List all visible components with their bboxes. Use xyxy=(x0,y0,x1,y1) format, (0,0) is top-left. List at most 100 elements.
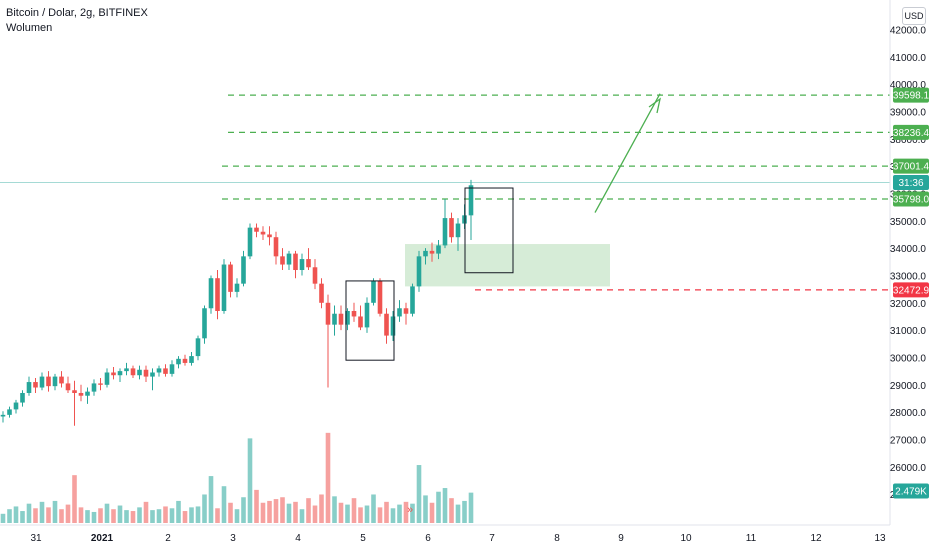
countdown-label-bg xyxy=(893,175,929,191)
volume-bar xyxy=(98,508,103,523)
candle-body xyxy=(39,376,45,388)
accumulation-zone xyxy=(405,244,610,287)
price-tick-label: 42000.0 xyxy=(890,26,927,37)
volume-bar xyxy=(332,496,337,523)
volume-bar xyxy=(338,502,344,523)
candle-body xyxy=(182,358,188,363)
volume-bar xyxy=(215,508,220,523)
candles xyxy=(0,179,474,426)
candle-body xyxy=(410,286,415,314)
candle-body xyxy=(52,376,58,387)
level-price-label-bg xyxy=(893,282,929,298)
volume-value-label-bg xyxy=(893,483,929,499)
candle-body xyxy=(228,264,233,292)
candle-body xyxy=(377,280,383,314)
candle-body xyxy=(104,372,110,385)
volume-bar xyxy=(299,509,305,523)
volume-bar xyxy=(423,495,428,523)
volume-bar xyxy=(228,502,233,523)
time-tick-label: 5 xyxy=(360,533,366,544)
volume-bar xyxy=(189,507,194,523)
candle-body xyxy=(130,368,136,376)
candle-body xyxy=(169,364,175,374)
candle-body xyxy=(111,372,116,376)
symbol-title[interactable]: Bitcoin / Dolar, 2g, BITFINEX xyxy=(6,7,148,19)
annotations[interactable]: » xyxy=(345,93,661,516)
candle-body xyxy=(26,382,32,393)
volume-bar xyxy=(52,500,58,523)
volume-bar xyxy=(163,506,168,523)
volume-bar xyxy=(397,504,402,523)
currency-button[interactable]: USD xyxy=(902,7,926,25)
volume-bar xyxy=(325,432,331,523)
time-tick-label: 12 xyxy=(810,533,822,544)
candle-body xyxy=(267,234,272,238)
candle-body xyxy=(59,376,64,384)
price-tick-label: 29000.0 xyxy=(890,381,927,392)
zone-layer xyxy=(405,244,610,287)
volume-bar xyxy=(364,505,370,523)
time-tick-label: 13 xyxy=(874,533,886,544)
level-price-label-bg xyxy=(893,124,929,140)
event-marker-icon: » xyxy=(407,504,413,516)
candle-body xyxy=(215,278,220,311)
candle-body xyxy=(189,356,194,363)
candle-body xyxy=(13,402,19,410)
candle-body xyxy=(137,369,142,376)
candle-body xyxy=(371,280,376,303)
level-price-label: 35798.0 xyxy=(893,195,930,206)
volume-bar xyxy=(436,491,441,523)
price-tick-label: 30000.0 xyxy=(890,353,927,364)
volume-bar xyxy=(176,500,181,523)
level-price-label: 39598.1 xyxy=(893,91,930,102)
volume-bar xyxy=(286,503,292,523)
price-tick-label: 27000.0 xyxy=(890,435,927,446)
price-tick-label: 38000.0 xyxy=(890,135,927,146)
candle-body xyxy=(195,338,201,357)
volume-bar xyxy=(241,497,246,523)
candle-body xyxy=(7,409,12,415)
volume-bar xyxy=(280,497,285,523)
volume-bar xyxy=(293,501,298,523)
candle-body xyxy=(325,302,331,325)
price-tick-label: 35000.0 xyxy=(890,217,927,228)
candle-body xyxy=(364,302,370,328)
level-price-label: 32472.9 xyxy=(893,285,930,296)
candle-body xyxy=(254,227,259,232)
volume-bar xyxy=(59,509,64,523)
time-axis[interactable]: 31 2021 2 3 4 5 6 7 8 9 10 11 12 13 xyxy=(30,533,886,544)
candle-body xyxy=(72,390,77,393)
volume-bar xyxy=(202,494,207,523)
level-price-label-bg xyxy=(893,191,929,207)
candle-body xyxy=(33,382,38,388)
target-arrow xyxy=(594,93,661,213)
price-tick-label: 40000.0 xyxy=(890,80,927,91)
candle-body xyxy=(384,313,389,336)
volume-bar xyxy=(150,510,155,523)
candle-body xyxy=(306,259,311,268)
candle-body xyxy=(442,218,448,246)
volume-bar xyxy=(410,503,415,523)
target-arrow-head xyxy=(648,97,661,114)
volume-bar xyxy=(416,465,422,523)
volume-indicator-title[interactable]: Wolumen xyxy=(6,22,53,34)
candle-body xyxy=(358,316,363,328)
volume-bar xyxy=(234,509,240,523)
candle-body xyxy=(0,414,6,417)
price-labels: 39598.1 38236.4 37001.4 35798.0 32472.9 31:36… xyxy=(893,87,930,499)
volume-bar xyxy=(156,509,162,523)
volume-bar xyxy=(104,503,110,523)
candle-body xyxy=(319,283,324,303)
level-price-label-bg xyxy=(893,158,929,174)
volume-bar xyxy=(247,438,253,523)
volume-bar xyxy=(124,510,129,523)
candle-body xyxy=(273,237,279,257)
volume-bar xyxy=(117,505,123,523)
volume-bar xyxy=(442,488,448,523)
volume-bar xyxy=(7,509,12,523)
candle-body xyxy=(98,383,103,385)
candle-body xyxy=(85,391,90,396)
candle-body xyxy=(429,250,435,254)
breakout-box xyxy=(464,187,514,274)
